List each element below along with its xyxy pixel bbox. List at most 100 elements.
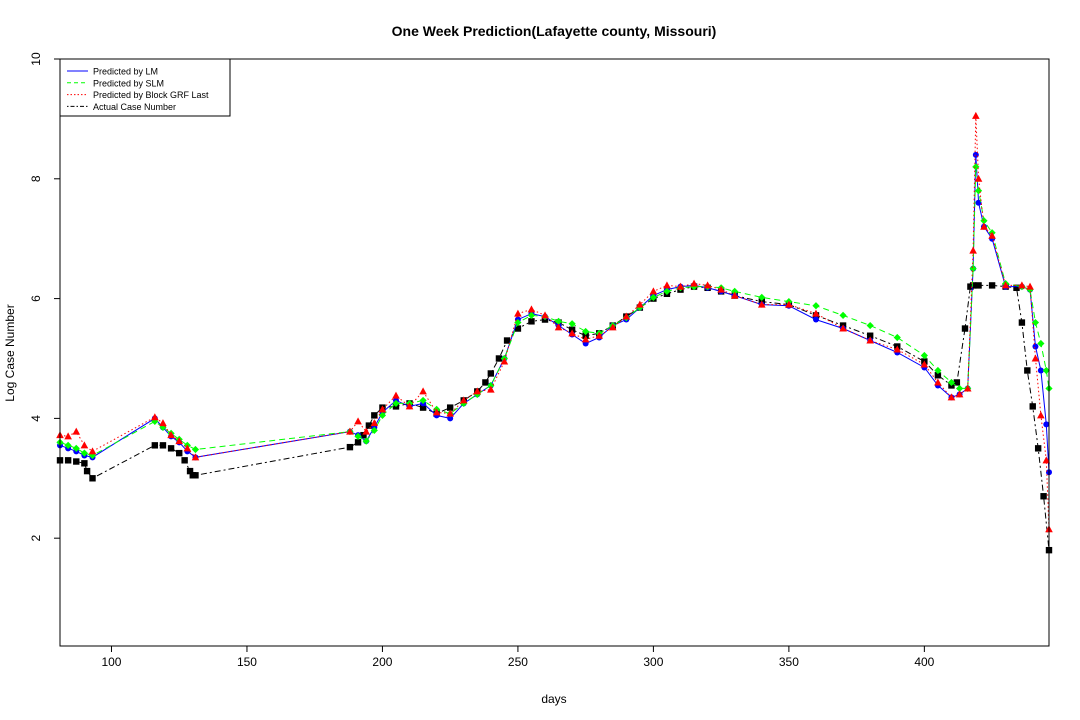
data-point xyxy=(392,391,400,399)
data-point xyxy=(785,300,793,308)
data-point xyxy=(955,384,964,393)
data-point xyxy=(839,311,847,319)
series-predicted-by-block-grf-last xyxy=(56,111,1053,533)
data-point xyxy=(581,335,590,343)
data-point xyxy=(346,427,354,435)
data-point xyxy=(392,399,400,408)
data-point xyxy=(988,282,996,289)
x-tick-label: 400 xyxy=(914,655,934,669)
data-point xyxy=(934,378,942,386)
data-point xyxy=(636,300,644,308)
data-point xyxy=(595,331,604,339)
y-tick-label: 6 xyxy=(29,295,43,302)
data-point xyxy=(167,431,175,439)
data-point xyxy=(1029,403,1036,410)
data-point xyxy=(183,444,192,452)
data-point xyxy=(446,409,454,417)
y-tick-label: 8 xyxy=(29,175,43,182)
data-point xyxy=(541,311,549,319)
data-point xyxy=(370,426,378,434)
x-tick-label: 350 xyxy=(779,655,799,669)
data-point xyxy=(703,281,712,289)
legend-label: Predicted by SLM xyxy=(93,78,164,88)
data-point xyxy=(64,457,72,464)
data-point xyxy=(812,302,820,310)
data-point xyxy=(839,324,847,332)
series-line xyxy=(59,166,1050,457)
data-point xyxy=(191,453,200,461)
data-point xyxy=(159,442,167,449)
data-point xyxy=(81,460,88,467)
x-tick-label: 100 xyxy=(101,655,121,669)
data-point xyxy=(354,432,362,440)
chart-title: One Week Prediction(Lafayette county, Mi… xyxy=(392,23,717,39)
data-point xyxy=(1037,411,1045,419)
data-point xyxy=(988,231,996,239)
data-point xyxy=(866,321,874,330)
data-point xyxy=(80,441,89,449)
data-point xyxy=(1042,366,1050,375)
data-point xyxy=(191,445,200,454)
data-point xyxy=(1031,354,1040,362)
data-point xyxy=(432,408,441,416)
data-point xyxy=(167,445,175,452)
data-point xyxy=(487,381,495,390)
data-point xyxy=(362,437,370,445)
data-point xyxy=(151,442,159,449)
data-point xyxy=(378,411,387,419)
plot-area xyxy=(56,111,1053,554)
data-point xyxy=(582,327,590,336)
data-point xyxy=(974,187,983,195)
data-point xyxy=(975,282,982,289)
data-point xyxy=(72,444,80,452)
data-point xyxy=(354,417,362,425)
data-point xyxy=(1018,281,1026,289)
data-point xyxy=(72,427,81,435)
data-point xyxy=(972,111,980,119)
data-point xyxy=(1001,281,1010,289)
data-point xyxy=(487,385,495,393)
data-point xyxy=(554,323,563,331)
data-point xyxy=(346,443,354,451)
data-point xyxy=(419,387,427,395)
data-point xyxy=(473,387,482,395)
x-tick-label: 200 xyxy=(372,655,392,669)
x-axis: 100 150 200 250 300 350 400 xyxy=(101,646,935,669)
data-point xyxy=(1013,284,1020,292)
data-point xyxy=(974,174,983,182)
data-point xyxy=(83,467,91,475)
data-point xyxy=(934,372,942,379)
data-point xyxy=(181,457,188,464)
data-point xyxy=(812,309,820,317)
data-point xyxy=(151,413,159,421)
data-point xyxy=(969,282,977,289)
data-point xyxy=(1037,367,1044,374)
data-point xyxy=(947,393,956,401)
data-point xyxy=(920,351,928,360)
data-point xyxy=(88,447,97,455)
data-point xyxy=(459,396,468,404)
data-point xyxy=(378,405,387,413)
data-point xyxy=(527,305,536,313)
data-point xyxy=(969,265,977,273)
y-tick-label: 4 xyxy=(29,415,43,422)
data-point xyxy=(1032,343,1039,350)
data-point xyxy=(568,320,576,328)
data-point xyxy=(1043,421,1050,428)
data-point xyxy=(89,475,96,482)
data-point xyxy=(1037,339,1045,348)
data-point xyxy=(186,467,194,475)
data-point xyxy=(963,384,972,392)
data-point xyxy=(360,431,367,439)
data-point xyxy=(1031,318,1040,327)
data-point xyxy=(64,441,72,449)
data-point xyxy=(866,332,874,339)
data-point xyxy=(447,415,454,422)
data-point xyxy=(495,355,503,362)
data-point xyxy=(371,412,378,419)
data-point xyxy=(527,311,536,319)
data-point xyxy=(893,333,901,342)
data-point xyxy=(969,246,977,254)
data-point xyxy=(514,309,522,317)
